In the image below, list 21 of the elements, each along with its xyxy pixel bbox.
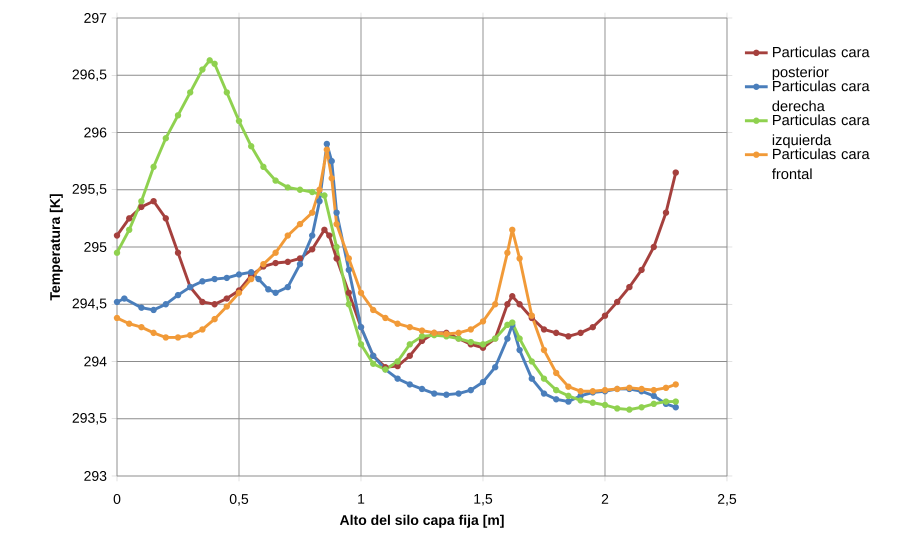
y-tick-label: 293 <box>84 471 106 481</box>
y-tick-label: 293,5 <box>72 412 106 425</box>
y-tick-label: 295 <box>84 242 106 252</box>
x-tick-label: 1,5 <box>474 494 492 506</box>
x-tick-label: 1 <box>358 494 364 504</box>
y-axis-title: Temperatura [K] <box>50 194 63 300</box>
y-tick-label: 294,5 <box>72 298 106 310</box>
y-tick-label: 294 <box>84 356 107 366</box>
x-tick-label: 0 <box>114 494 120 504</box>
x-tick-label: 0,5 <box>230 494 248 506</box>
y-tick-label: 297 <box>84 13 106 23</box>
x-axis-title: Alto del silo capa fija [m] <box>340 514 504 528</box>
x-tick-label: 2,5 <box>718 494 736 506</box>
legend-label: Particulas cara frontal <box>772 148 870 180</box>
legend-label: Particulas cara derecha <box>772 80 870 112</box>
legend-label: Particulas cara izquierda <box>772 114 870 148</box>
legend-label: Particulas cara posterior <box>772 46 870 80</box>
y-tick-label: 295,5 <box>72 184 106 196</box>
y-tick-label: 296,5 <box>72 69 106 82</box>
y-tick-label: 296 <box>84 128 106 138</box>
x-tick-label: 2 <box>602 494 608 504</box>
